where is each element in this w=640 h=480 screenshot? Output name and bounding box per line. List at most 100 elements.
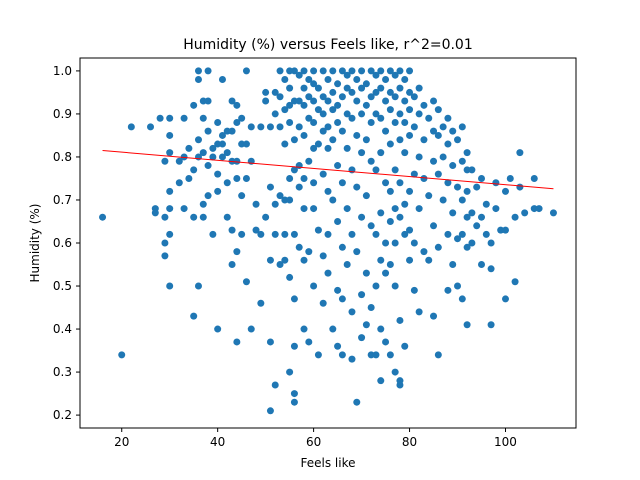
scatter-point	[214, 325, 222, 333]
scatter-point	[430, 97, 438, 105]
scatter-point	[319, 252, 327, 260]
scatter-point	[425, 114, 433, 122]
scatter-point	[295, 162, 303, 170]
scatter-point	[209, 144, 217, 152]
scatter-point	[166, 282, 174, 290]
scatter-point	[161, 252, 169, 260]
scatter-point	[358, 67, 366, 75]
scatter-point	[353, 248, 361, 256]
scatter-point	[99, 213, 107, 221]
scatter-point	[468, 209, 476, 217]
scatter-point	[353, 398, 361, 406]
scatter-point	[425, 192, 433, 200]
scatter-point	[434, 351, 442, 359]
scatter-point	[305, 157, 313, 165]
scatter-point	[310, 205, 318, 213]
scatter-point	[319, 93, 327, 101]
scatter-point	[305, 93, 313, 101]
x-tick-label: 100	[494, 435, 517, 449]
scatter-point	[338, 351, 346, 359]
scatter-point	[199, 213, 207, 221]
scatter-point	[166, 187, 174, 195]
scatter-point	[286, 196, 294, 204]
scatter-point	[372, 110, 380, 118]
scatter-point	[415, 84, 423, 92]
scatter-point	[348, 308, 356, 316]
scatter-point	[478, 261, 485, 269]
scatter-point	[276, 261, 284, 269]
scatter-point	[343, 84, 351, 92]
scatter-point	[362, 192, 370, 200]
scatter-point	[310, 179, 318, 187]
scatter-point	[190, 312, 198, 320]
scatter-point	[204, 67, 212, 75]
scatter-point	[377, 325, 385, 333]
scatter-point	[343, 261, 351, 269]
scatter-point	[286, 84, 294, 92]
scatter-point	[238, 140, 246, 148]
scatter-point	[338, 127, 346, 135]
scatter-point	[314, 84, 322, 92]
scatter-point	[391, 368, 399, 376]
scatter-point	[223, 149, 231, 157]
scatter-point	[401, 119, 409, 127]
scatter-point	[147, 123, 155, 131]
scatter-point	[410, 239, 418, 247]
scatter-point	[161, 157, 169, 165]
scatter-point	[410, 286, 418, 294]
scatter-point	[391, 282, 399, 290]
scatter-point	[343, 110, 351, 118]
scatter-point	[353, 97, 361, 105]
scatter-point	[501, 295, 509, 303]
scatter-point	[286, 174, 294, 182]
scatter-point	[410, 93, 418, 101]
scatter-point	[324, 123, 332, 131]
scatter-point	[468, 239, 476, 247]
scatter-point	[521, 209, 529, 217]
scatter-point	[281, 256, 289, 264]
scatter-point	[310, 67, 318, 75]
scatter-point	[482, 230, 490, 238]
scatter-point	[242, 278, 250, 286]
x-axis-ticks: 20 40 60 80 100	[114, 428, 517, 449]
scatter-point	[228, 261, 236, 269]
scatter-point	[377, 377, 385, 385]
scatter-point	[463, 321, 471, 329]
scatter-point	[281, 140, 289, 148]
scatter-point	[295, 97, 303, 105]
scatter-point	[199, 114, 207, 122]
scatter-point	[358, 149, 366, 157]
y-tick-label: 0.8	[53, 150, 72, 164]
scatter-point	[319, 67, 327, 75]
scatter-point	[290, 342, 298, 350]
scatter-point	[266, 123, 274, 131]
scatter-point	[473, 222, 481, 230]
scatter-point	[310, 97, 318, 105]
scatter-point	[228, 127, 236, 135]
scatter-point	[166, 131, 174, 139]
scatter-point	[406, 256, 414, 264]
scatter-point	[406, 187, 414, 195]
scatter-point	[396, 213, 404, 221]
scatter-point	[348, 355, 356, 363]
scatter-point	[439, 123, 447, 131]
scatter-point	[223, 127, 231, 135]
scatter-point	[353, 183, 361, 191]
scatter-point	[425, 256, 433, 264]
x-tick-label: 40	[210, 435, 225, 449]
scatter-point	[300, 131, 308, 139]
scatter-point	[247, 123, 255, 131]
x-tick-label: 80	[402, 435, 417, 449]
scatter-point	[319, 110, 327, 118]
scatter-point	[372, 166, 380, 174]
scatter-point	[199, 200, 207, 208]
scatter-point	[334, 119, 342, 127]
scatter-point	[300, 325, 308, 333]
scatter-point	[530, 174, 538, 182]
scatter-point	[401, 342, 409, 350]
scatter-point	[415, 205, 423, 213]
scatter-point	[358, 291, 366, 299]
scatter-point	[310, 119, 318, 127]
scatter-point	[382, 239, 390, 247]
